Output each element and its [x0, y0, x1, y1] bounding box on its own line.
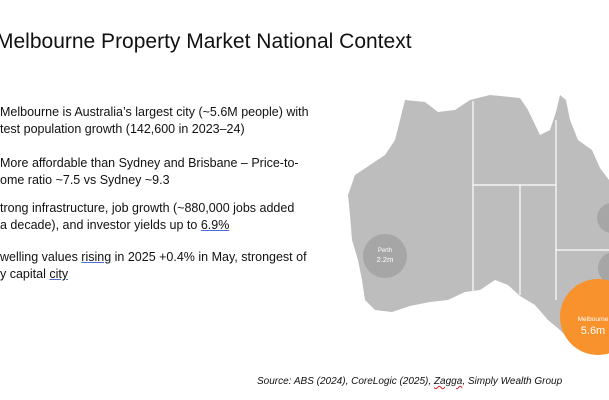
title: Melbourne Property Market National Conte…	[0, 30, 412, 53]
bullet: More affordable than Sydney and Brisbane…	[0, 155, 299, 189]
line: ome ratio ~7.5 vs Sydney ~9.3	[0, 173, 170, 187]
bubble	[597, 203, 609, 233]
melbourne-bubble	[560, 279, 609, 355]
line: More affordable than Sydney and Brisbane…	[0, 156, 299, 170]
bubble	[598, 252, 609, 284]
text: , Simply Wealth Group	[462, 376, 563, 387]
text: Zagga	[433, 376, 463, 387]
bullet: Melbourne is Australia’s largest city (~…	[0, 104, 309, 138]
text: 6.9%	[200, 218, 230, 232]
label: 5.6m	[581, 325, 605, 337]
label: 2.2m	[377, 255, 394, 264]
state-borders	[472, 101, 609, 305]
text: a decade), and investor yields up to	[0, 218, 201, 232]
line: a decade), and investor yields up to 6.9…	[0, 217, 294, 234]
line: welling values rising in 2025 +0.4% in M…	[0, 249, 307, 266]
source: Source: ABS (2024), CoreLogic (2025), Za…	[257, 376, 562, 387]
text: rising	[81, 250, 112, 264]
text: welling values	[0, 250, 82, 264]
bullet: welling values rising in 2025 +0.4% in M…	[0, 249, 307, 283]
line: y capital city	[0, 266, 307, 283]
line: trong infrastructure, job growth (~880,0…	[0, 201, 295, 215]
text: in 2025 +0.4% in May, strongest of	[111, 250, 307, 264]
label: Perth	[378, 248, 392, 254]
text: y capital	[0, 267, 50, 281]
bullet: trong infrastructure, job growth (~880,0…	[0, 200, 294, 234]
australia	[348, 95, 609, 355]
perth-bubble	[363, 234, 407, 278]
line: test population growth (142,600 in 2023–…	[0, 122, 245, 136]
text: Source: ABS (2024), CoreLogic (2025),	[257, 376, 434, 387]
line: Melbourne is Australia’s largest city (~…	[0, 105, 309, 119]
text: city	[49, 267, 69, 281]
label: Melbourne	[578, 316, 609, 323]
